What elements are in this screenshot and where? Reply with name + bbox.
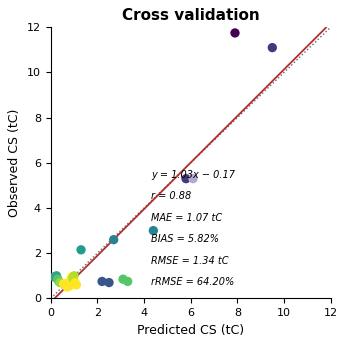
Point (57, 280, 63, 285)
Point (99, 279, 105, 284)
Point (74, 282, 79, 288)
Y-axis label: Observed CS (tC): Observed CS (tC) (8, 109, 21, 217)
Point (64, 284, 70, 290)
Point (52, 274, 57, 280)
Point (106, 280, 112, 285)
Point (120, 276, 126, 282)
Text: MAE = 1.07 tC: MAE = 1.07 tC (151, 213, 222, 223)
Title: Cross validation: Cross validation (122, 8, 260, 23)
Text: y = 1.03x − 0.17: y = 1.03x − 0.17 (151, 170, 235, 180)
Point (62, 281, 67, 286)
Point (151, 228, 156, 233)
Text: rRMSE = 64.20%: rRMSE = 64.20% (151, 277, 234, 287)
Point (72, 280, 78, 285)
Point (68, 278, 73, 283)
Point (78, 247, 84, 253)
Point (67, 283, 72, 289)
Point (232, 30, 238, 36)
Point (54, 273, 59, 278)
Point (69, 274, 74, 280)
Point (190, 176, 196, 181)
Point (56, 279, 62, 284)
Text: BIAS = 5.82%: BIAS = 5.82% (151, 234, 219, 244)
Point (70, 275, 76, 281)
Point (61, 281, 66, 286)
Text: r = 0.88: r = 0.88 (151, 191, 191, 201)
Point (71, 273, 77, 278)
Point (183, 176, 189, 181)
Point (270, 45, 275, 50)
X-axis label: Predicted CS (tC): Predicted CS (tC) (137, 324, 244, 337)
Point (111, 237, 117, 243)
Point (55, 276, 61, 282)
Text: RMSE = 1.34 tC: RMSE = 1.34 tC (151, 256, 228, 266)
Point (125, 279, 130, 284)
